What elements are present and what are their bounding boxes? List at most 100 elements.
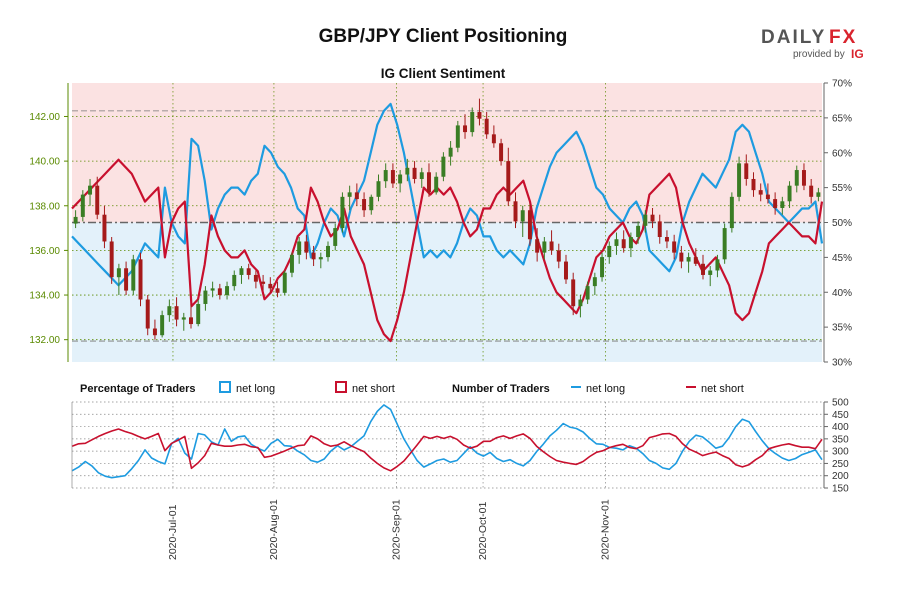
price-candle [600, 257, 605, 278]
price-candle [657, 221, 662, 238]
price-candle [405, 167, 410, 175]
traders-tick-label: 250 [832, 459, 849, 470]
price-candle [174, 306, 179, 320]
price-candle [751, 178, 756, 191]
net-long-count-line [71, 404, 823, 479]
price-candle [434, 176, 439, 193]
price-candle [362, 199, 367, 211]
price-candle [621, 239, 626, 249]
price-candle [701, 263, 705, 275]
price-candle [297, 241, 302, 255]
price-candle [102, 214, 107, 242]
traders-tick-label: 400 [832, 422, 849, 433]
price-candle [196, 303, 201, 325]
legend-pct-long-label: net long [236, 383, 275, 395]
price-candle [376, 181, 381, 197]
price-candle [729, 196, 734, 229]
net-long-pct-line [71, 102, 824, 287]
price-candle [311, 252, 316, 260]
price-candle [441, 156, 446, 177]
traders-tick-label: 300 [832, 447, 849, 458]
legend-pct-long-swatch [219, 381, 231, 393]
price-tick-label: 140.00 [29, 157, 60, 168]
price-candle [131, 259, 136, 291]
price-candle [268, 283, 273, 289]
price-candle [116, 268, 121, 278]
price-candle [73, 216, 78, 224]
price-candle [289, 254, 294, 273]
price-gridlines [72, 83, 822, 362]
price-candle [578, 299, 583, 307]
sentiment-tick-label: 65% [832, 113, 852, 124]
price-candle [261, 281, 266, 284]
price-candle [592, 277, 597, 287]
price-candle [398, 174, 403, 184]
price-candle [369, 196, 374, 211]
price-candles [73, 98, 821, 340]
sentiment-tick-label: 40% [832, 288, 852, 299]
price-candle [88, 185, 93, 195]
price-candle [80, 194, 85, 217]
sentiment-background [72, 83, 822, 362]
traders-lines [71, 404, 823, 479]
price-candle [765, 194, 770, 200]
price-candle [203, 290, 208, 304]
legend-pct-short-swatch [335, 381, 347, 393]
price-candle [693, 257, 698, 264]
price-candle [794, 170, 799, 186]
top-axes: 132.00 134.00 136.00 138.00 140.00 142.00 30% 3… [29, 79, 852, 369]
price-candle [773, 199, 778, 208]
price-candle [816, 192, 821, 197]
dailyfx-logo: DAILY FX provided by IG [761, 27, 864, 61]
price-tick-label: 138.00 [29, 201, 60, 212]
price-candle [282, 272, 287, 293]
date-tick-label: 2020-Aug-01 [268, 499, 280, 560]
price-candle [448, 147, 453, 157]
price-candle [715, 259, 720, 271]
price-candle [225, 286, 230, 296]
price-candle [542, 241, 547, 253]
price-candle [333, 228, 338, 246]
logo-daily-text: DAILY [761, 27, 826, 48]
price-candle [181, 317, 186, 320]
price-candle [383, 170, 388, 182]
legend: Percentage of Traders net long net short… [80, 381, 744, 395]
date-tick-label: 2020-Sep-01 [391, 499, 403, 560]
price-candle [780, 201, 785, 208]
price-candle [275, 288, 280, 293]
price-tick-label: 142.00 [29, 112, 60, 123]
price-candle [520, 210, 525, 222]
price-candle [253, 274, 258, 282]
price-candle [390, 170, 395, 184]
chart-title: GBP/JPY Client Positioning [319, 26, 568, 47]
price-candle [722, 228, 727, 260]
traders-gridlines [72, 401, 822, 489]
price-candle [217, 288, 222, 296]
traders-tick-label: 150 [832, 484, 849, 495]
traders-tick-label: 450 [832, 410, 849, 421]
traders-tick-label: 500 [832, 398, 849, 409]
price-candle [571, 279, 576, 307]
price-candle [455, 125, 460, 148]
price-candle [484, 118, 489, 135]
price-candle [491, 134, 496, 144]
price-candle [607, 245, 612, 258]
price-candle [412, 167, 417, 179]
price-candle [628, 237, 633, 249]
price-tick-label: 136.00 [29, 246, 60, 257]
sentiment-tick-label: 60% [832, 148, 852, 159]
sentiment-tick-label: 30% [832, 358, 852, 369]
legend-pct-short-label: net short [352, 383, 395, 395]
price-candle [513, 201, 518, 222]
price-candle [463, 125, 468, 133]
price-candle [664, 237, 669, 242]
logo-ig: IG [851, 47, 864, 61]
price-candle [672, 241, 677, 253]
price-candle [643, 214, 648, 226]
price-candle [189, 317, 193, 325]
price-candle [347, 192, 352, 197]
price-tick-label: 132.00 [29, 335, 60, 346]
price-candle [686, 257, 691, 262]
